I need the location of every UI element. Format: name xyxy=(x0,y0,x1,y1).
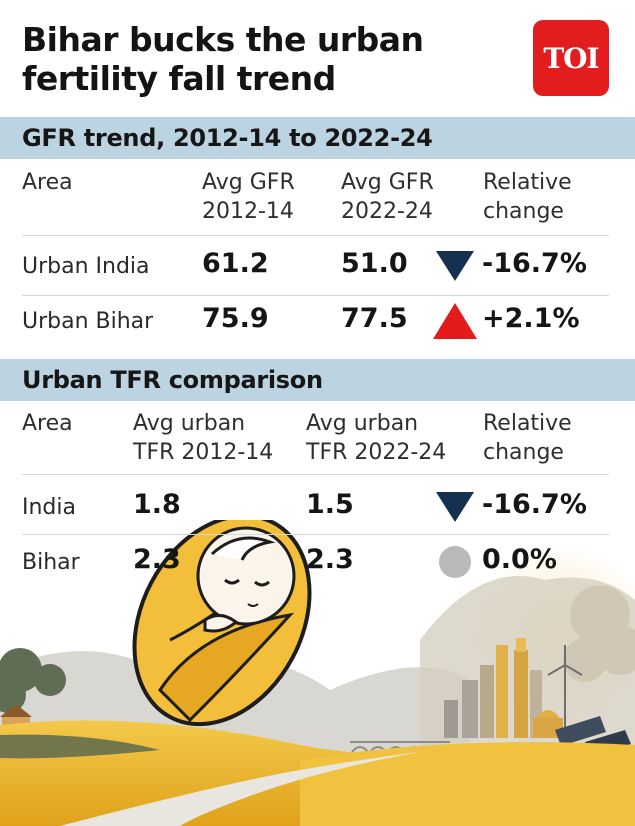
tfr-row-change: -16.7% xyxy=(482,489,587,520)
tfr-row-value-2012: 1.8 xyxy=(133,489,181,520)
tree-cluster-left xyxy=(0,648,66,713)
tfr-row-area: India xyxy=(22,495,76,520)
gfr-section-header: GFR trend, 2012-14 to 2022-24 xyxy=(0,117,635,159)
gfr-row-value-2012: 61.2 xyxy=(202,248,269,279)
tfr-col-2022-line1: Avg urban xyxy=(306,411,419,436)
gfr-row-value-2022: 51.0 xyxy=(341,248,408,279)
wind-turbine-icon xyxy=(547,645,583,735)
illustration-scene xyxy=(0,520,635,826)
gfr-header-rule xyxy=(22,235,609,236)
field-dark xyxy=(0,734,160,759)
gfr-col-change-line1: Relative xyxy=(483,170,572,195)
tfr-section-header: Urban TFR comparison xyxy=(0,359,635,401)
tfr-col-area: Area xyxy=(22,411,73,436)
circle-icon xyxy=(439,546,471,578)
tfr-col-change-line2: change xyxy=(483,440,564,465)
tfr-col-2012-line1: Avg urban xyxy=(133,411,246,436)
tfr-col-2012-line2: TFR 2012-14 xyxy=(133,440,274,465)
baby-icon xyxy=(132,520,312,727)
page-title: Bihar bucks the urban fertility fall tre… xyxy=(22,20,424,98)
gfr-row-value-2012: 75.9 xyxy=(202,303,269,334)
tfr-col-change-line1: Relative xyxy=(483,411,572,436)
gfr-row-rule xyxy=(22,295,609,296)
down-triangle-icon xyxy=(436,251,474,281)
tfr-header-rule xyxy=(22,474,609,475)
tfr-row-change: 0.0% xyxy=(482,544,557,575)
gfr-col-area: Area xyxy=(22,170,73,195)
down-triangle-icon xyxy=(436,492,474,522)
gfr-row-value-2022: 77.5 xyxy=(341,303,408,334)
gfr-col-change-line2: change xyxy=(483,199,564,224)
tfr-col-2022-line2: TFR 2022-24 xyxy=(306,440,447,465)
field-right xyxy=(300,742,635,826)
tfr-row-value-2012: 2.3 xyxy=(133,544,181,575)
toi-logo: TOI xyxy=(533,20,609,96)
tfr-row-rule xyxy=(22,534,609,535)
gfr-col-2022-line2: 2022-24 xyxy=(341,199,433,224)
gfr-col-2012-line2: 2012-14 xyxy=(202,199,294,224)
city-skyline-icon xyxy=(444,638,563,738)
gfr-col-2022-line1: Avg GFR xyxy=(341,170,434,195)
bridge-icon xyxy=(350,741,450,753)
tfr-row-value-2022: 2.3 xyxy=(306,544,354,575)
gfr-row-change: +2.1% xyxy=(482,303,580,334)
gfr-col-2012-line1: Avg GFR xyxy=(202,170,295,195)
tfr-row-area: Bihar xyxy=(22,550,80,575)
gfr-row-area: Urban India xyxy=(22,254,150,279)
tfr-row-value-2022: 1.5 xyxy=(306,489,354,520)
gfr-row-change: -16.7% xyxy=(482,248,587,279)
road xyxy=(60,752,420,826)
gfr-row-area: Urban Bihar xyxy=(22,309,154,334)
up-triangle-icon xyxy=(433,303,477,339)
